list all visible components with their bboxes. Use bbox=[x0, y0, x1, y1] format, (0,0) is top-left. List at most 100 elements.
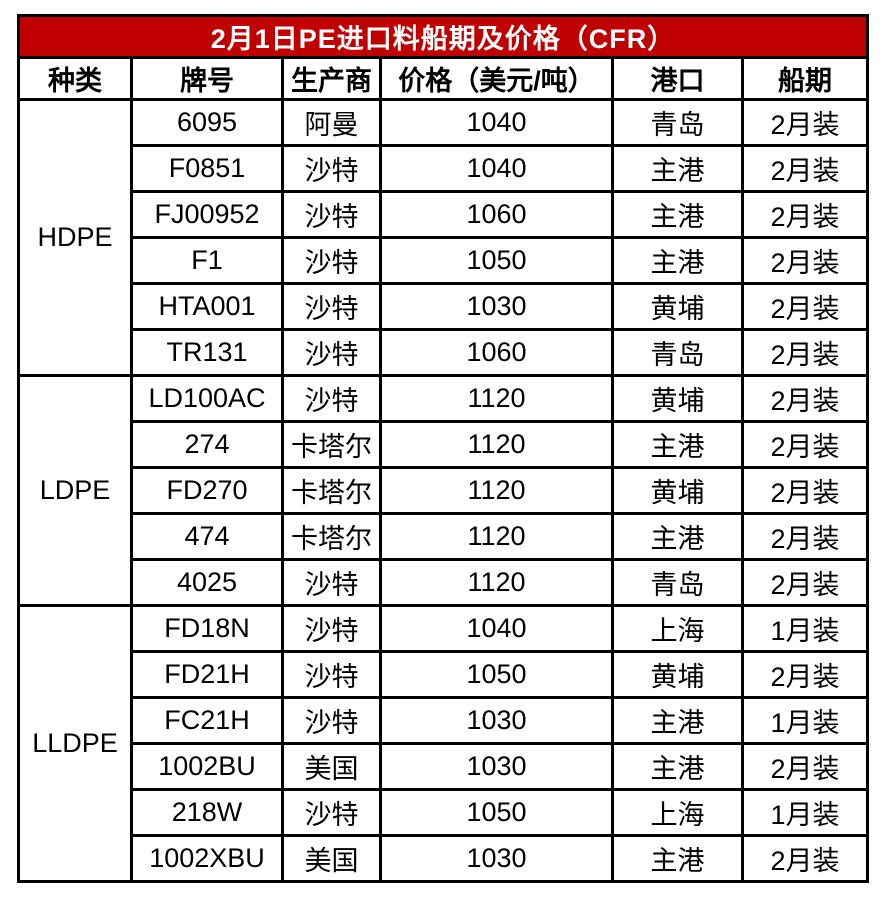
producer-cell: 沙特 bbox=[281, 190, 382, 239]
shipment-cell: 2月装 bbox=[740, 144, 870, 193]
producer-cell: 卡塔尔 bbox=[281, 466, 382, 515]
producer-cell: 卡塔尔 bbox=[281, 512, 382, 561]
shipment-cell: 2月装 bbox=[740, 282, 870, 331]
table-row: HTA001 沙特 1030 黄埔 2月装 bbox=[19, 282, 870, 331]
grade-cell: FJ00952 bbox=[130, 190, 284, 239]
port-cell: 上海 bbox=[611, 788, 744, 837]
table-row: FD270 卡塔尔 1120 黄埔 2月装 bbox=[19, 466, 870, 515]
port-cell: 青岛 bbox=[611, 558, 744, 607]
pe-import-price-table: 2月1日PE进口料船期及价格（CFR） 种类 牌号 生产商 价格（美元/吨） 港口 船期 … bbox=[16, 14, 870, 883]
grade-cell: FD18N bbox=[130, 604, 284, 653]
port-cell: 主港 bbox=[611, 512, 744, 561]
category-cell-ldpe: LDPE bbox=[17, 374, 133, 607]
price-cell: 1120 bbox=[379, 512, 614, 561]
column-header-shipment: 船期 bbox=[740, 56, 870, 101]
table-row: TR131 沙特 1060 青岛 2月装 bbox=[19, 328, 870, 377]
producer-cell: 美国 bbox=[281, 742, 382, 791]
grade-cell: HTA001 bbox=[130, 282, 284, 331]
table-row: F0851 沙特 1040 主港 2月装 bbox=[19, 144, 870, 193]
port-cell: 黄埔 bbox=[611, 374, 744, 423]
column-header-port: 港口 bbox=[611, 56, 744, 101]
price-cell: 1030 bbox=[379, 696, 614, 745]
price-cell: 1030 bbox=[379, 282, 614, 331]
table-row: HDPE 6095 阿曼 1040 青岛 2月装 bbox=[17, 98, 870, 377]
producer-cell: 沙特 bbox=[281, 650, 382, 699]
grade-cell: 474 bbox=[130, 512, 284, 561]
grade-cell: LD100AC bbox=[130, 374, 284, 423]
table-row: 1002BU 美国 1030 主港 2月装 bbox=[19, 742, 870, 791]
producer-cell: 卡塔尔 bbox=[281, 420, 382, 469]
column-header-grade: 牌号 bbox=[130, 56, 284, 101]
price-cell: 1060 bbox=[379, 190, 614, 239]
grade-cell: 274 bbox=[130, 420, 284, 469]
producer-cell: 沙特 bbox=[281, 282, 382, 331]
port-cell: 青岛 bbox=[611, 98, 744, 147]
table-row: 218W 沙特 1050 上海 1月装 bbox=[19, 788, 870, 837]
price-cell: 1030 bbox=[379, 742, 614, 791]
producer-cell: 沙特 bbox=[281, 604, 382, 653]
producer-cell: 沙特 bbox=[281, 374, 382, 423]
grade-cell: FD21H bbox=[130, 650, 284, 699]
price-cell: 1040 bbox=[379, 98, 614, 147]
port-cell: 主港 bbox=[611, 696, 744, 745]
shipment-cell: 2月装 bbox=[740, 236, 870, 285]
column-header-category: 种类 bbox=[17, 56, 133, 101]
shipment-cell: 2月装 bbox=[740, 420, 870, 469]
price-cell: 1120 bbox=[379, 466, 614, 515]
price-cell: 1120 bbox=[379, 374, 614, 423]
port-cell: 主港 bbox=[611, 190, 744, 239]
shipment-cell: 2月装 bbox=[740, 374, 870, 423]
shipment-cell: 2月装 bbox=[740, 558, 870, 607]
port-cell: 主港 bbox=[611, 420, 744, 469]
table-row: FC21H 沙特 1030 主港 1月装 bbox=[19, 696, 870, 745]
shipment-cell: 2月装 bbox=[740, 742, 870, 791]
port-cell: 青岛 bbox=[611, 328, 744, 377]
shipment-cell: 2月装 bbox=[740, 466, 870, 515]
grade-cell: 4025 bbox=[130, 558, 284, 607]
grade-cell: FD270 bbox=[130, 466, 284, 515]
shipment-cell: 2月装 bbox=[740, 834, 870, 883]
producer-cell: 沙特 bbox=[281, 696, 382, 745]
table-row: 274 卡塔尔 1120 主港 2月装 bbox=[19, 420, 870, 469]
grade-cell: F0851 bbox=[130, 144, 284, 193]
grade-cell: 1002BU bbox=[130, 742, 284, 791]
producer-cell: 沙特 bbox=[281, 144, 382, 193]
table-row: F1 沙特 1050 主港 2月装 bbox=[19, 236, 870, 285]
producer-cell: 沙特 bbox=[281, 558, 382, 607]
shipment-cell: 1月装 bbox=[740, 604, 870, 653]
producer-cell: 美国 bbox=[281, 834, 382, 883]
price-cell: 1120 bbox=[379, 420, 614, 469]
port-cell: 主港 bbox=[611, 834, 744, 883]
table-row: LDPE LD100AC 沙特 1120 黄埔 2月装 bbox=[17, 374, 870, 607]
producer-cell: 沙特 bbox=[281, 328, 382, 377]
port-cell: 主港 bbox=[611, 236, 744, 285]
table-row: FJ00952 沙特 1060 主港 2月装 bbox=[19, 190, 870, 239]
port-cell: 黄埔 bbox=[611, 650, 744, 699]
grade-cell: FC21H bbox=[130, 696, 284, 745]
header-row: 种类 牌号 生产商 价格（美元/吨） 港口 船期 bbox=[17, 56, 870, 101]
price-cell: 1050 bbox=[379, 650, 614, 699]
table-row: LLDPE FD18N 沙特 1040 上海 1月装 bbox=[17, 604, 870, 883]
grade-cell: TR131 bbox=[130, 328, 284, 377]
price-cell: 1040 bbox=[379, 144, 614, 193]
table-row: FD21H 沙特 1050 黄埔 2月装 bbox=[19, 650, 870, 699]
category-cell-lldpe: LLDPE bbox=[17, 604, 133, 883]
price-cell: 1050 bbox=[379, 236, 614, 285]
grade-cell: 218W bbox=[130, 788, 284, 837]
grade-cell: F1 bbox=[130, 236, 284, 285]
shipment-cell: 2月装 bbox=[740, 190, 870, 239]
table-row: 474 卡塔尔 1120 主港 2月装 bbox=[19, 512, 870, 561]
price-cell: 1030 bbox=[379, 834, 614, 883]
price-cell: 1050 bbox=[379, 788, 614, 837]
price-cell: 1060 bbox=[379, 328, 614, 377]
table-title: 2月1日PE进口料船期及价格（CFR） bbox=[16, 14, 870, 59]
price-cell: 1040 bbox=[379, 604, 614, 653]
producer-cell: 沙特 bbox=[281, 236, 382, 285]
shipment-cell: 2月装 bbox=[740, 98, 870, 147]
grade-cell: 6095 bbox=[130, 98, 284, 147]
price-cell: 1120 bbox=[379, 558, 614, 607]
column-header-price: 价格（美元/吨） bbox=[379, 56, 614, 101]
table-row: 4025 沙特 1120 青岛 2月装 bbox=[19, 558, 870, 607]
shipment-cell: 1月装 bbox=[740, 696, 870, 745]
producer-cell: 沙特 bbox=[281, 788, 382, 837]
